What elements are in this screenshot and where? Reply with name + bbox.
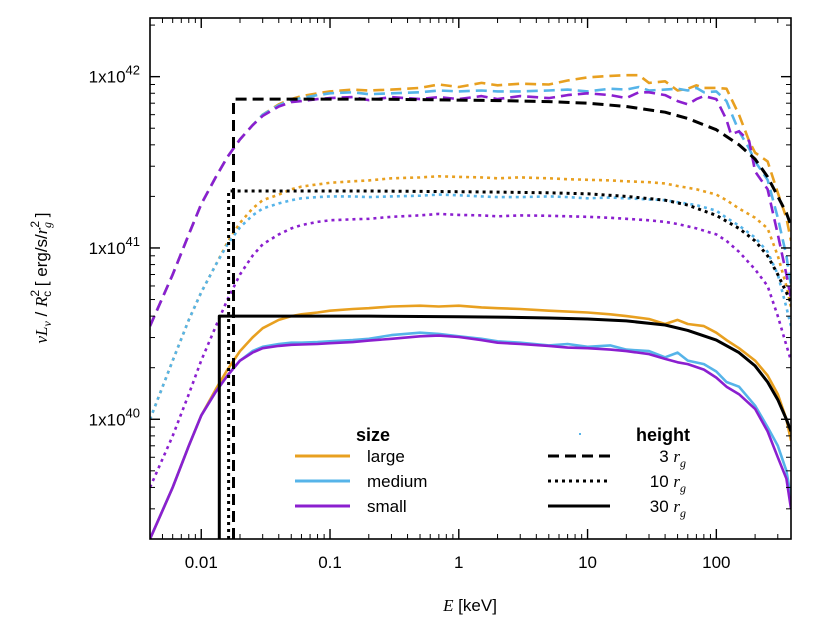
tick-layer: 0.01 0.1 1 10 100 1x1040 1x1041 1x1042	[89, 18, 791, 572]
legend-label-3rg: 3 rg	[659, 447, 686, 470]
y-title-Rsub: c	[40, 291, 54, 297]
y-title-Rsup: 2	[28, 290, 42, 297]
legend-label-large: large	[367, 447, 405, 466]
series-line-large-3rg	[150, 73, 791, 327]
plot-frame	[149, 17, 792, 540]
legend-size-items: large medium small	[295, 447, 427, 516]
y-tick-label: 1x1041	[89, 234, 140, 258]
y-title-L: L	[32, 327, 51, 337]
series-line-small-10rg	[150, 212, 791, 488]
x-tick-label: 1	[454, 553, 463, 572]
x-axis-title-italic: E	[442, 596, 454, 615]
y-title-slash: /	[32, 307, 51, 321]
series-line-large-10rg	[150, 175, 791, 420]
y-title-R: R	[32, 296, 51, 308]
series-line-large-30rg	[150, 304, 791, 539]
legend-label-small: small	[367, 497, 407, 516]
series-line-none-30rg	[217, 314, 791, 539]
y-title-rsup: 2	[28, 221, 42, 228]
x-tick-label: 10	[578, 553, 597, 572]
series-line-small-30rg	[150, 334, 791, 539]
x-tick-label: 0.01	[185, 553, 218, 572]
series-line-none-3rg	[232, 97, 791, 539]
y-title-Lsub: ν	[40, 321, 54, 327]
x-axis-title: E [keV]	[442, 596, 497, 615]
y-title-bracket-close: ]	[32, 212, 51, 221]
y-axis-title: νLν / R2c [ erg/s/r2g ]	[28, 212, 54, 343]
y-title-nu: ν	[32, 336, 51, 344]
series-line-small-3rg	[150, 91, 791, 327]
series-line-none-10rg	[227, 189, 791, 539]
legend-height-title: height	[636, 425, 690, 445]
legend-height-marker	[579, 433, 581, 435]
y-title-rsub: g	[40, 222, 54, 228]
y-title-bracket-open: [ erg/s/	[32, 234, 51, 291]
x-tick-label: 0.1	[318, 553, 342, 572]
x-axis-title-rest: [keV]	[453, 596, 496, 615]
legend-label-medium: medium	[367, 472, 427, 491]
legend-label-30rg: 30 rg	[650, 497, 686, 520]
legend-label-10rg: 10 rg	[650, 472, 686, 495]
series-layer	[150, 73, 791, 539]
y-title-r: r	[32, 227, 51, 234]
legend-size-title: size	[356, 425, 390, 445]
y-tick-label: 1x1040	[89, 405, 140, 429]
series-line-medium-30rg	[150, 331, 791, 539]
y-tick-label: 1x1042	[89, 63, 140, 87]
x-tick-label: 100	[702, 553, 730, 572]
